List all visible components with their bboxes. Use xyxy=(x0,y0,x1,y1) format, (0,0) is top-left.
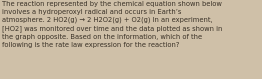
Text: The reaction represented by the chemical equation shown below
involves a hydrope: The reaction represented by the chemical… xyxy=(2,1,222,48)
